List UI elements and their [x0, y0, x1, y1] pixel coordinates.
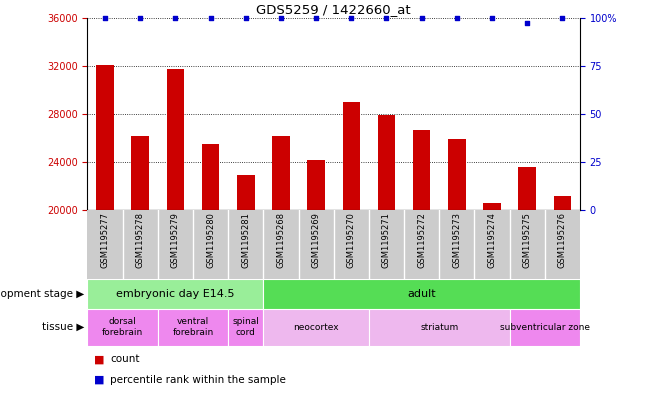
- Text: GSM1195270: GSM1195270: [347, 212, 356, 268]
- Text: GSM1195271: GSM1195271: [382, 212, 391, 268]
- Bar: [87, 309, 158, 346]
- Point: [205, 15, 216, 21]
- Text: neocortex: neocortex: [294, 323, 339, 332]
- Text: ventral
forebrain: ventral forebrain: [172, 318, 214, 337]
- Point: [311, 15, 321, 21]
- Bar: [518, 167, 536, 393]
- Text: percentile rank within the sample: percentile rank within the sample: [110, 375, 286, 385]
- Bar: [158, 309, 228, 346]
- Text: GSM1195273: GSM1195273: [452, 212, 461, 268]
- Bar: [448, 139, 466, 393]
- Point: [381, 15, 391, 21]
- Text: count: count: [110, 354, 140, 364]
- Text: embryonic day E14.5: embryonic day E14.5: [116, 289, 235, 299]
- Text: GSM1195274: GSM1195274: [487, 212, 496, 268]
- Bar: [263, 309, 369, 346]
- Text: development stage ▶: development stage ▶: [0, 289, 84, 299]
- Text: GSM1195275: GSM1195275: [523, 212, 532, 268]
- Bar: [378, 115, 395, 393]
- Text: adult: adult: [408, 289, 436, 299]
- Bar: [263, 279, 580, 309]
- Point: [557, 15, 568, 21]
- Text: ■: ■: [94, 354, 108, 364]
- Text: GSM1195280: GSM1195280: [206, 212, 215, 268]
- Title: GDS5259 / 1422660_at: GDS5259 / 1422660_at: [257, 4, 411, 17]
- Text: GSM1195281: GSM1195281: [241, 212, 250, 268]
- Bar: [272, 136, 290, 393]
- Text: striatum: striatum: [420, 323, 458, 332]
- Bar: [97, 64, 114, 393]
- Point: [100, 15, 110, 21]
- Point: [452, 15, 462, 21]
- Point: [240, 15, 251, 21]
- Bar: [87, 279, 263, 309]
- Bar: [228, 309, 263, 346]
- Text: tissue ▶: tissue ▶: [42, 322, 84, 332]
- Text: GSM1195277: GSM1195277: [100, 212, 110, 268]
- Bar: [343, 102, 360, 393]
- Text: dorsal
forebrain: dorsal forebrain: [102, 318, 143, 337]
- Text: GSM1195276: GSM1195276: [558, 212, 567, 268]
- Bar: [509, 309, 580, 346]
- Text: ■: ■: [94, 375, 108, 385]
- Point: [522, 20, 533, 27]
- Bar: [413, 130, 430, 393]
- Bar: [237, 175, 255, 393]
- Point: [276, 15, 286, 21]
- Text: GSM1195269: GSM1195269: [312, 212, 321, 268]
- Text: GSM1195272: GSM1195272: [417, 212, 426, 268]
- Bar: [307, 160, 325, 393]
- Point: [417, 15, 427, 21]
- Bar: [202, 144, 220, 393]
- Text: subventricular zone: subventricular zone: [500, 323, 590, 332]
- Text: GSM1195278: GSM1195278: [135, 212, 145, 268]
- Text: GSM1195279: GSM1195279: [171, 212, 180, 268]
- Bar: [553, 196, 571, 393]
- Bar: [483, 203, 501, 393]
- Bar: [369, 309, 509, 346]
- Point: [487, 15, 497, 21]
- Text: spinal
cord: spinal cord: [233, 318, 259, 337]
- Text: GSM1195268: GSM1195268: [277, 212, 286, 268]
- Bar: [132, 136, 149, 393]
- Point: [170, 15, 181, 21]
- Point: [346, 15, 356, 21]
- Bar: [167, 70, 184, 393]
- Point: [135, 15, 145, 21]
